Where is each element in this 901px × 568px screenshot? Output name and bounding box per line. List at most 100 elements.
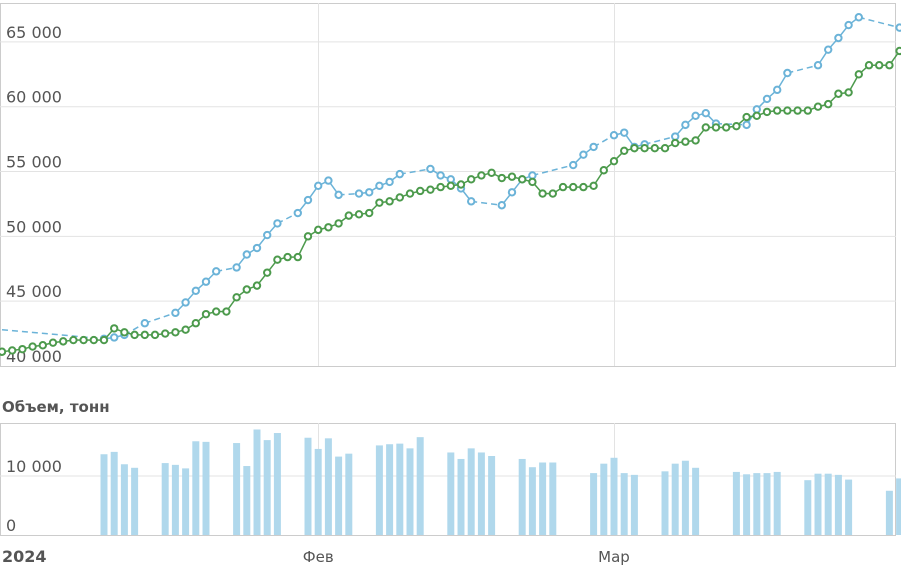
series-point — [212, 267, 221, 276]
series-point — [660, 144, 670, 153]
volume-bar — [253, 429, 261, 535]
series-point — [773, 85, 782, 95]
series-point — [303, 232, 313, 241]
series-point — [110, 333, 119, 342]
series-point — [681, 137, 690, 146]
series-point — [273, 219, 282, 228]
series-point — [824, 99, 833, 109]
series-point — [467, 175, 476, 184]
volume-frame — [0, 423, 896, 536]
series-point — [783, 106, 792, 115]
series-point — [671, 138, 680, 148]
volume-bar — [814, 473, 822, 535]
year-label: 2024 — [2, 547, 47, 566]
series-point — [375, 181, 384, 190]
volume-bar — [630, 474, 638, 535]
series-point — [813, 102, 823, 111]
volume-bar — [896, 478, 901, 535]
series-point — [548, 189, 557, 198]
series-point — [324, 223, 333, 232]
volume-bar — [732, 471, 740, 535]
volume-bar — [192, 441, 200, 535]
month-label: Мар — [598, 548, 630, 566]
series-point — [497, 173, 506, 183]
volume-bar — [314, 448, 322, 535]
series-point — [691, 136, 700, 145]
volume-bar — [549, 462, 557, 535]
series-point — [854, 70, 863, 79]
series-point — [252, 281, 262, 290]
series-point — [89, 335, 99, 345]
series-point — [28, 342, 37, 351]
series-point — [171, 328, 180, 337]
series-point — [59, 337, 68, 346]
series-segment — [1, 328, 105, 340]
series-point — [344, 211, 353, 220]
series-point — [324, 176, 333, 185]
volume-bar — [467, 448, 475, 535]
series-segment — [144, 312, 176, 324]
series-point — [620, 146, 629, 155]
series-point — [385, 197, 394, 206]
series-segment — [471, 200, 502, 206]
series-point — [395, 169, 404, 179]
volume-bar — [671, 463, 679, 535]
volume-bar — [518, 458, 526, 535]
series-point — [426, 164, 435, 174]
series-point — [711, 123, 721, 132]
series-point — [793, 106, 802, 115]
series-point — [620, 128, 629, 137]
series-point — [589, 181, 598, 190]
series-point — [232, 293, 241, 302]
series-point — [722, 123, 731, 132]
series-point — [844, 88, 853, 97]
price-series-1 — [1, 13, 901, 343]
series-segment — [787, 64, 819, 74]
series-point — [171, 308, 180, 318]
volume-bar — [406, 448, 414, 535]
series-point — [507, 188, 517, 197]
series-point — [569, 182, 578, 192]
volume-bar — [773, 471, 781, 535]
series-point — [609, 131, 619, 140]
series-point — [650, 144, 659, 153]
volume-bar — [345, 453, 353, 535]
series-point — [456, 180, 466, 189]
series-point — [314, 181, 323, 190]
series-point — [487, 168, 496, 178]
series-point — [681, 120, 690, 130]
volume-bar — [202, 441, 210, 535]
series-point — [242, 285, 252, 294]
series-point — [497, 201, 506, 210]
series-point — [446, 181, 455, 190]
series-segment — [858, 16, 900, 29]
series-point — [18, 344, 27, 354]
volume-bar — [620, 473, 628, 535]
series-segment — [715, 122, 747, 126]
price-series-2 — [0, 46, 901, 356]
volume-bar — [161, 463, 169, 535]
series-point — [334, 219, 343, 228]
series-point — [599, 166, 608, 175]
series-point — [314, 225, 323, 235]
volume-bar — [243, 466, 251, 535]
series-point — [283, 252, 292, 262]
series-point — [375, 198, 384, 207]
series-point — [395, 193, 404, 202]
series-point — [38, 341, 47, 350]
series-point — [864, 61, 874, 70]
volume-bar — [661, 471, 669, 535]
volume-bar — [610, 457, 618, 535]
volume-bar — [171, 464, 179, 535]
series-point — [120, 328, 129, 337]
series-segment — [532, 164, 574, 177]
volume-bar — [528, 467, 536, 535]
volume-tick-label: 10 000 — [6, 457, 62, 476]
series-point — [467, 197, 476, 206]
series-point — [252, 243, 262, 253]
volume-bar — [753, 473, 761, 535]
series-point — [671, 132, 680, 141]
series-point — [273, 255, 282, 264]
volume-bar — [885, 490, 893, 535]
series-point — [446, 175, 455, 184]
